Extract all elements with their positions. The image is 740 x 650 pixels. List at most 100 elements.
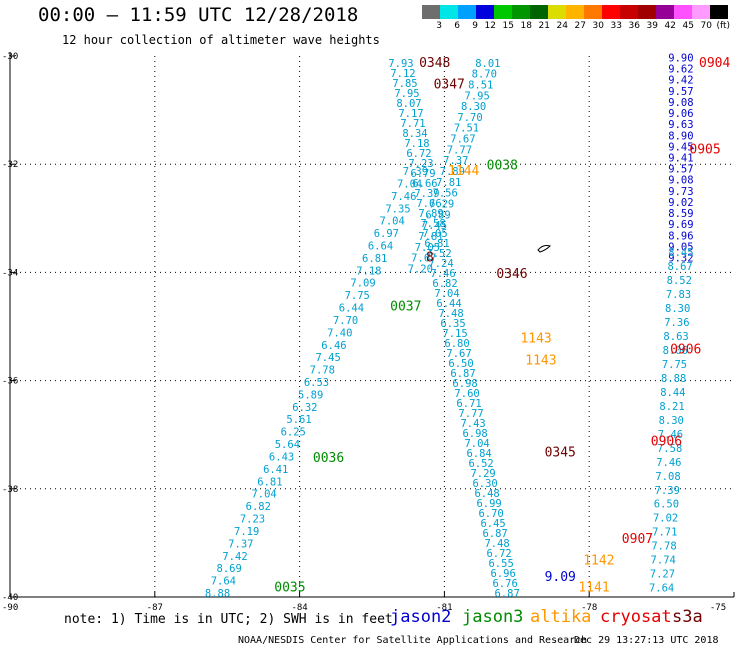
wave-height-value: 6.72: [486, 548, 511, 560]
color-swatch: [494, 5, 512, 19]
wave-height-value: 7.39: [655, 485, 680, 497]
wave-height-value: 7.37: [443, 155, 468, 167]
y-tick-label: -34: [2, 268, 18, 278]
legend-item-altika: altika: [530, 607, 592, 627]
wave-height-value: 9.08: [668, 175, 693, 187]
wave-height-value: 6.25: [281, 427, 306, 439]
wave-height-value: 7.77: [458, 408, 483, 420]
wave-height-value: 7.05: [415, 242, 440, 254]
y-tick-label: -40: [2, 593, 18, 603]
pass-time-label: 1143: [525, 353, 556, 368]
wave-height-map: -30 -32 -34 -36 -38 -40-90 -87 -84 -81 -78 -75 7.9…: [2, 52, 735, 610]
wave-height-value: 7.67: [446, 348, 471, 360]
wave-height-value: 9.62: [668, 64, 693, 76]
wave-height-value: 6.81: [257, 476, 282, 488]
color-scale-label: 36: [628, 21, 640, 31]
wave-height-value: 6.98: [452, 378, 477, 390]
wave-height-value: 7.27: [650, 569, 675, 581]
wave-height-value: 7.09: [350, 278, 375, 290]
pass-time-label: 0036: [313, 451, 344, 466]
wave-height-value: 6.82: [432, 278, 457, 290]
wave-height-value: 7.36: [664, 317, 689, 329]
color-scale-label: (ft): [716, 21, 730, 31]
wave-height-value: 7.58: [420, 218, 445, 230]
wave-height-value: 6.82: [246, 501, 271, 513]
footer-credit: NOAA/NESDIS Center for Satellite Applica…: [238, 635, 588, 646]
wave-height-value: 7.81: [418, 231, 443, 243]
wave-height-value: 7.17: [398, 108, 423, 120]
wave-height-value: 8.21: [659, 401, 684, 413]
wave-height-value: 6.98: [462, 428, 487, 440]
wave-height-value: 7.46: [430, 268, 455, 280]
x-tick-label: -78: [581, 603, 597, 610]
color-swatch: [656, 5, 674, 19]
wave-height-value: 9.42: [668, 75, 693, 87]
wave-height-value: 8.30: [461, 101, 486, 113]
wave-height-value: 6.50: [654, 499, 679, 511]
color-scale-label: 18: [520, 21, 532, 31]
wave-height-value: 8.59: [668, 208, 693, 220]
wave-height-value: 6.76: [492, 578, 517, 590]
x-tick-label: -90: [2, 603, 18, 610]
wave-height-value: 7.48: [484, 538, 509, 550]
wave-height-value: 6.64: [368, 240, 393, 252]
pass-time-label: 0035: [274, 581, 305, 596]
x-tick-label: -75: [710, 603, 726, 610]
color-swatch: [692, 5, 710, 19]
wave-height-value: 7.71: [400, 118, 425, 130]
color-scale-bar: [422, 5, 728, 19]
wave-height-value: 7.52: [426, 248, 451, 260]
x-tick-label: -84: [291, 603, 307, 610]
pass-time-label: 0906: [670, 343, 701, 358]
wave-height-value: 7.89: [418, 208, 443, 220]
color-scale-label: 6: [454, 21, 460, 31]
wave-height-value: 7.37: [228, 538, 253, 550]
y-tick-label: -38: [2, 485, 18, 495]
wave-height-value: 7.19: [234, 526, 259, 538]
wave-height-value: 7.39: [403, 166, 428, 178]
wave-height-value: 7.46: [391, 191, 416, 203]
pass-time-label: 1144: [448, 164, 479, 179]
y-tick-label: -36: [2, 377, 18, 387]
page-title: 00:00 — 11:59 UTC 12/28/2018: [38, 4, 359, 26]
wave-height-value: 6.50: [448, 358, 473, 370]
wave-height-value: 9.45: [668, 141, 693, 153]
color-swatch: [620, 5, 638, 19]
wave-height-value: 6.71: [456, 398, 481, 410]
wave-height-value: 6.89: [425, 209, 450, 221]
pass-time-label: 0346: [496, 267, 527, 282]
wave-height-value: 7.29: [429, 198, 454, 210]
wave-height-value: 6.81: [362, 253, 387, 265]
color-swatch: [566, 5, 584, 19]
pass-labels: 0348 0347 0038 1144 0346 0037 1143 1143 0345 0036…: [274, 56, 730, 596]
wave-height-value: 7.04: [434, 288, 459, 300]
color-swatch: [674, 5, 692, 19]
wave-height-value: 6.46: [321, 340, 346, 352]
wave-height-value: 9.90: [668, 52, 693, 64]
wave-height-value: 6.84: [466, 448, 491, 460]
wave-height-value: 7.75: [345, 290, 370, 302]
color-swatch: [530, 5, 548, 19]
wave-height-value: 6.44: [339, 303, 364, 315]
page-subtitle: 12 hour collection of altimeter wave hei…: [62, 33, 380, 47]
wave-height-value: 5.64: [275, 439, 300, 451]
wave-height-value: 9.69: [668, 219, 693, 231]
lat-lon-grid: [10, 56, 734, 597]
wave-height-value: 8.01: [475, 58, 500, 70]
wave-height-value: 7.15: [442, 328, 467, 340]
axis-ticks: -30 -32 -34 -36 -38 -40-90 -87 -84 -81 -78 -75: [2, 52, 735, 610]
wave-height-value: 7.08: [655, 471, 680, 483]
wave-height-value: 8.70: [472, 69, 497, 81]
wave-height-value: 7.04: [380, 216, 405, 228]
wave-height-value: 7.66: [416, 198, 441, 210]
color-swatch: [476, 5, 494, 19]
wave-height-value: 8.45: [668, 247, 693, 259]
wave-height-value: 7.78: [310, 365, 335, 377]
color-scale-label: 39: [646, 21, 658, 31]
pass-time-label: 1142: [583, 554, 614, 569]
wave-height-value: 8.96: [668, 230, 693, 242]
pass-time-label: 0904: [699, 56, 730, 71]
wave-height-value: 9.02: [668, 197, 693, 209]
color-swatch: [602, 5, 620, 19]
wave-height-value: 7.95: [465, 90, 490, 102]
